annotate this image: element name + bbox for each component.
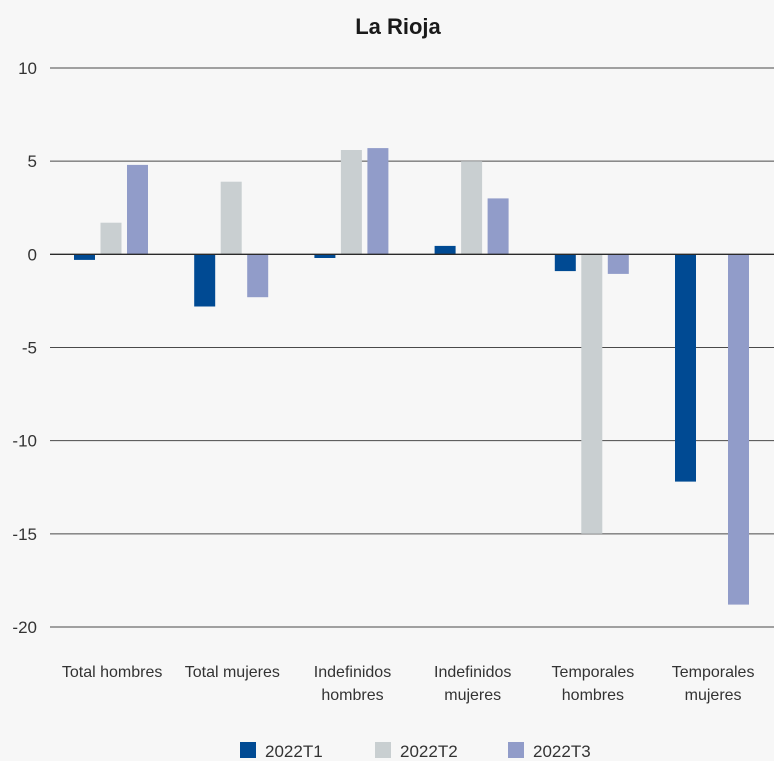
chart-title: La Rioja [355,14,441,39]
bar-2022t2-3 [461,161,483,255]
x-axis-categories: Total hombres Total mujeres Indefinidos hom… [62,664,755,704]
x-category-label: Indefinidos [314,664,391,681]
y-tick-label: -5 [22,339,37,358]
bar-2022t2-0 [100,222,122,255]
bar-2022t1-5 [675,254,696,482]
x-category-label: Total mujeres [185,664,280,681]
bar-2022t1-0 [74,254,95,260]
bar-2022t2-4 [581,254,603,534]
x-category-label: mujeres [444,687,501,704]
x-category-label: Indefinidos [434,664,511,681]
legend: 2022T1 2022T2 2022T3 [240,742,591,761]
grid-lines [50,67,774,628]
y-tick-label: 0 [28,245,37,264]
bar-2022t1-1 [194,254,216,307]
x-category-label: mujeres [685,687,742,704]
y-tick-label: 5 [28,152,37,171]
bar-2022t3-4 [607,254,629,274]
x-category-label: Temporales [672,664,755,681]
x-category-label: Total hombres [62,664,163,681]
legend-swatch-2022t3 [508,742,524,758]
bar-2022t2-1 [220,181,242,255]
bar-2022t3-5 [728,254,749,605]
legend-swatch-2022t2 [375,742,391,758]
x-category-label: hombres [562,687,624,704]
bar-2022t3-2 [367,148,389,255]
y-tick-label: 10 [18,59,37,78]
x-category-label: Temporales [552,664,635,681]
y-tick-label: -15 [12,525,37,544]
y-axis-ticks: 10 5 0 -5 -10 -15 -20 [12,59,37,637]
bars [74,148,749,605]
legend-label-2022t1: 2022T1 [265,742,323,761]
legend-label-2022t3: 2022T3 [533,742,591,761]
legend-label-2022t2: 2022T2 [400,742,458,761]
y-tick-label: -20 [12,618,37,637]
x-category-label: hombres [321,687,383,704]
legend-swatch-2022t1 [240,742,256,758]
bar-2022t1-2 [314,254,336,258]
bar-2022t1-3 [434,245,456,255]
bar-2022t3-1 [247,254,269,298]
y-tick-label: -10 [12,432,37,451]
bar-2022t1-4 [554,254,576,272]
bar-2022t2-2 [340,150,362,255]
bar-2022t3-3 [487,198,509,255]
bar-2022t3-0 [127,164,148,255]
